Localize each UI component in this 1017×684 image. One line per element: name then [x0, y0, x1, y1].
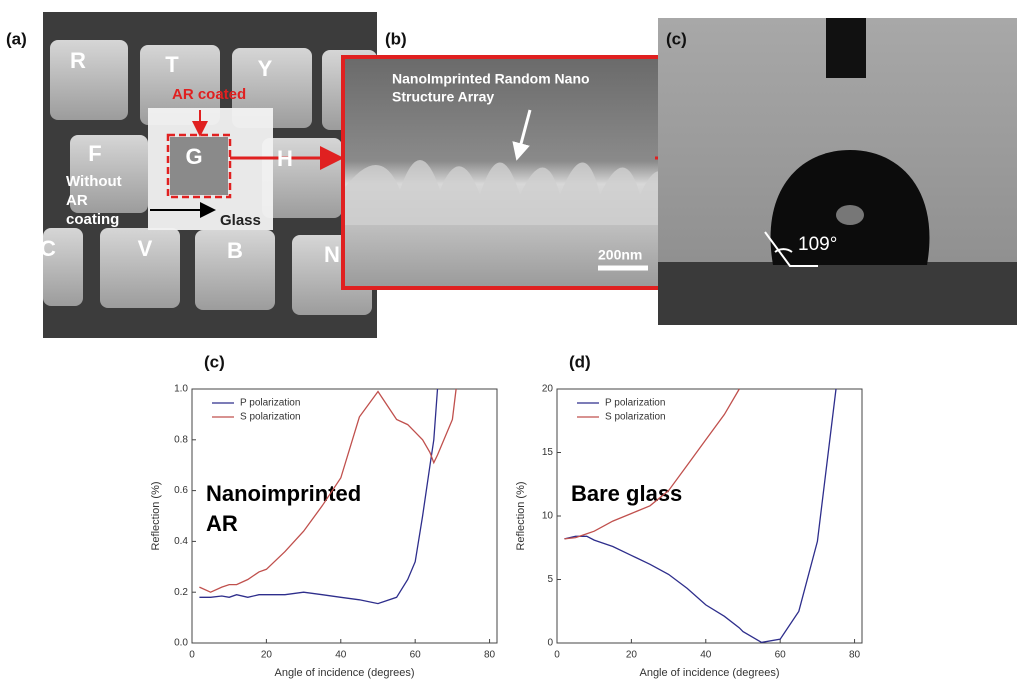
- chart-title: (d): [569, 352, 591, 371]
- annotation: Nanoimprinted: [206, 481, 361, 506]
- series-line: [199, 388, 439, 605]
- y-tick-label: 0.8: [174, 434, 188, 445]
- glass-label: Glass: [220, 212, 261, 229]
- x-tick-label: 80: [484, 650, 496, 661]
- legend-label: S polarization: [605, 412, 666, 423]
- series-line: [199, 388, 457, 593]
- x-tick-label: 40: [700, 650, 712, 661]
- panel-label: (a): [6, 29, 27, 48]
- annotation: AR: [206, 511, 238, 536]
- x-tick-label: 20: [261, 650, 273, 661]
- key-label: C: [40, 236, 56, 261]
- series-line: [564, 388, 837, 644]
- y-axis-label: Reflection (%): [515, 481, 527, 550]
- legend-label: P polarization: [240, 398, 300, 409]
- y-tick-label: 0.0: [174, 638, 188, 649]
- sem-caption: Structure Array: [392, 89, 494, 105]
- y-tick-label: 10: [542, 511, 554, 522]
- key-label: F: [88, 141, 101, 166]
- y-tick-label: 15: [542, 447, 554, 458]
- key-label: Y: [258, 56, 273, 81]
- y-tick-label: 0.4: [174, 536, 188, 547]
- y-tick-label: 1.0: [174, 384, 188, 395]
- keyboard-photo: [43, 12, 377, 338]
- panel-label: (b): [385, 29, 407, 48]
- y-tick-label: 0.6: [174, 485, 188, 496]
- y-axis-label: Reflection (%): [150, 481, 162, 550]
- key-label: V: [138, 236, 153, 261]
- plot-frame: [556, 388, 863, 644]
- droplet-photo: [658, 18, 1017, 325]
- scale-bar-label: 200nm: [598, 247, 642, 263]
- series-line: [564, 388, 740, 540]
- x-tick-label: 0: [554, 650, 560, 661]
- without-ar-label: coating: [66, 211, 119, 228]
- contact-angle-label: 109°: [798, 234, 837, 255]
- y-tick-label: 0: [547, 638, 553, 649]
- x-axis-label: Angle of incidence (degrees): [639, 667, 779, 679]
- panel-label: (c): [666, 29, 687, 48]
- y-tick-label: 0.2: [174, 587, 188, 598]
- y-tick-label: 20: [542, 384, 554, 395]
- sem-caption: NanoImprinted Random Nano: [392, 71, 590, 87]
- key-label: G: [185, 144, 202, 169]
- x-tick-label: 0: [189, 650, 195, 661]
- x-tick-label: 60: [775, 650, 787, 661]
- annotation: Bare glass: [571, 481, 682, 506]
- key-label: H: [277, 146, 293, 171]
- x-tick-label: 80: [849, 650, 861, 661]
- x-tick-label: 60: [410, 650, 422, 661]
- key-label: R: [70, 48, 86, 73]
- legend-label: P polarization: [605, 398, 665, 409]
- legend-label: S polarization: [240, 412, 301, 423]
- plot-frame: [191, 388, 498, 644]
- x-tick-label: 40: [335, 650, 347, 661]
- key-label: B: [227, 238, 243, 263]
- key-label: T: [165, 52, 179, 77]
- x-axis-label: Angle of incidence (degrees): [274, 667, 414, 679]
- ar-coated-label: AR coated: [172, 86, 246, 103]
- key-label: N: [324, 242, 340, 267]
- without-ar-label: Without: [66, 173, 122, 190]
- x-tick-label: 20: [626, 650, 638, 661]
- chart-title: (c): [204, 352, 225, 371]
- sem-image: [341, 55, 774, 290]
- without-ar-label: AR: [66, 192, 88, 209]
- y-tick-label: 5: [547, 574, 553, 585]
